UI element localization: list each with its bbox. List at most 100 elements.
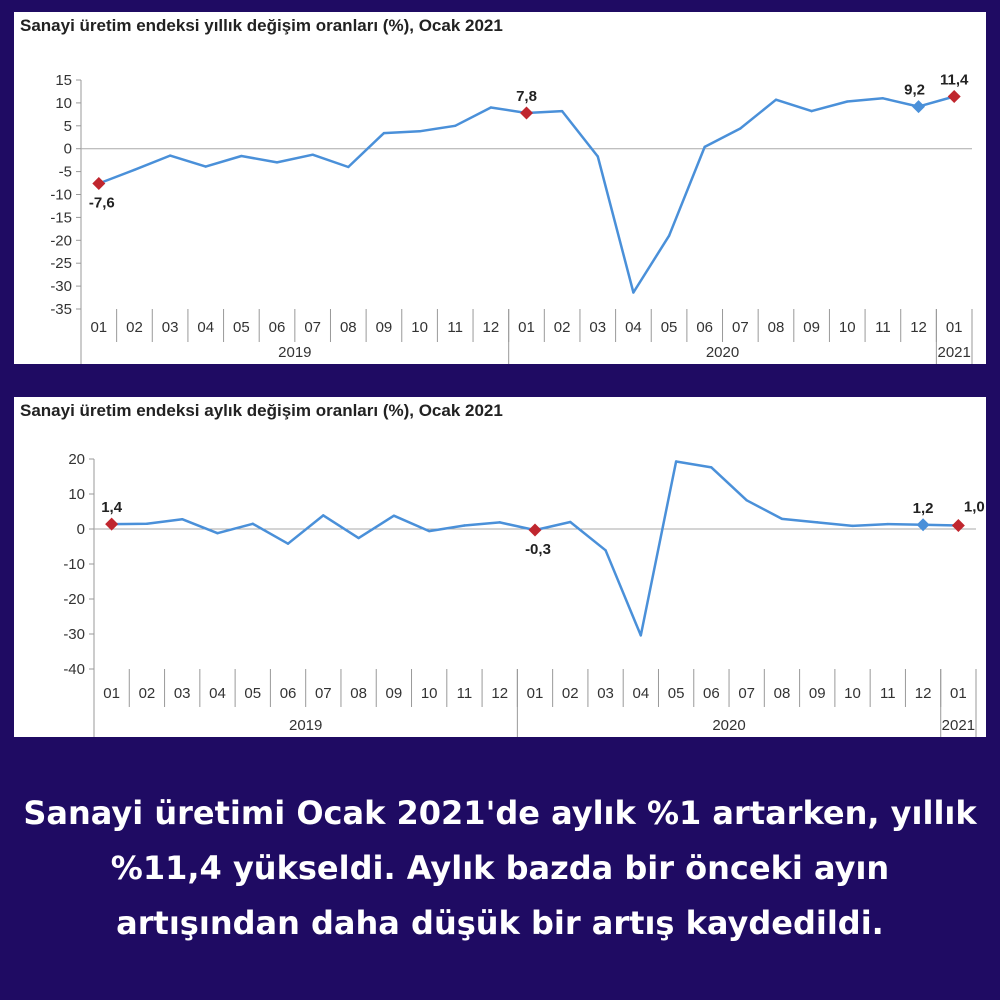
monthly-year-label: 2021 — [942, 717, 975, 734]
monthly-year-label: 2020 — [712, 717, 745, 734]
yearly-year-label: 2021 — [937, 344, 970, 361]
monthly-x-tick-label: 10 — [844, 685, 861, 702]
monthly-x-tick-label: 10 — [421, 685, 438, 702]
yearly-data-point — [454, 124, 457, 128]
yearly-data-point — [204, 165, 207, 168]
monthly-data-point — [851, 524, 854, 528]
monthly-data-point — [392, 514, 396, 517]
yearly-data-point — [739, 127, 742, 130]
monthly-data-point — [886, 522, 889, 526]
monthly-x-tick-label: 02 — [139, 685, 156, 702]
yearly-y-tick-label: 5 — [64, 118, 72, 135]
yearly-y-tick-label: -20 — [50, 232, 72, 249]
yearly-x-tick-label: 02 — [126, 319, 143, 336]
yearly-y-tick-label: -30 — [50, 278, 72, 295]
monthly-data-point — [286, 542, 290, 545]
monthly-x-tick-label: 09 — [809, 685, 826, 702]
monthly-data-label: 1,0 — [964, 499, 985, 516]
yearly-x-tick-label: 06 — [696, 319, 713, 336]
monthly-x-tick-label: 01 — [527, 685, 544, 702]
yearly-data-point — [489, 106, 493, 109]
yearly-y-tick-label: -5 — [59, 164, 72, 181]
yearly-x-tick-label: 02 — [554, 319, 571, 336]
yearly-data-point — [560, 109, 564, 113]
monthly-x-tick-label: 05 — [244, 685, 261, 702]
monthly-y-tick-label: 20 — [68, 451, 85, 468]
monthly-data-point — [181, 518, 184, 521]
monthly-y-tick-label: -40 — [63, 661, 85, 678]
monthly-data-label: 1,2 — [913, 500, 934, 517]
monthly-x-tick-label: 06 — [703, 685, 720, 702]
monthly-data-point — [145, 522, 149, 525]
yearly-x-tick-label: 09 — [376, 319, 393, 336]
yearly-y-tick-label: 0 — [64, 141, 72, 158]
yearly-x-tick-label: 01 — [90, 319, 107, 336]
yearly-x-tick-label: 06 — [269, 319, 286, 336]
monthly-highlight-marker — [528, 523, 542, 537]
yearly-data-point — [418, 130, 421, 133]
yearly-y-tick-label: 15 — [55, 72, 72, 89]
monthly-data-point — [816, 521, 819, 524]
monthly-x-tick-label: 11 — [457, 685, 473, 702]
yearly-highlight-marker — [92, 177, 106, 191]
yearly-x-tick-label: 08 — [768, 319, 785, 336]
monthly-x-tick-label: 01 — [950, 685, 967, 702]
yearly-x-tick-label: 04 — [625, 319, 642, 336]
yearly-data-label: 11,4 — [940, 71, 969, 88]
monthly-data-label: 1,4 — [101, 499, 123, 516]
monthly-data-point — [604, 549, 607, 552]
yearly-x-tick-label: 07 — [304, 319, 321, 336]
yearly-x-tick-label: 11 — [875, 319, 891, 336]
yearly-x-tick-label: 01 — [946, 319, 963, 336]
yearly-data-label: 9,2 — [904, 82, 925, 99]
monthly-x-tick-label: 08 — [350, 685, 367, 702]
yearly-x-tick-label: 05 — [233, 319, 250, 336]
yearly-x-tick-label: 03 — [589, 319, 606, 336]
caption-text: Sanayi üretimi Ocak 2021'de aylık %1 art… — [23, 794, 977, 942]
monthly-data-point — [639, 634, 643, 637]
monthly-highlight-marker — [916, 518, 930, 532]
yearly-y-tick-label: -25 — [50, 255, 72, 272]
monthly-x-tick-label: 05 — [668, 685, 685, 702]
monthly-x-tick-label: 03 — [597, 685, 614, 702]
yearly-highlight-marker — [947, 89, 961, 103]
monthly-x-tick-label: 08 — [774, 685, 791, 702]
monthly-x-tick-label: 07 — [738, 685, 755, 702]
yearly-year-label: 2019 — [278, 344, 311, 361]
monthly-data-point — [780, 517, 784, 521]
monthly-data-point — [322, 514, 325, 517]
monthly-data-point — [216, 532, 219, 535]
monthly-y-tick-label: -30 — [63, 626, 85, 643]
yearly-data-point — [667, 234, 671, 237]
monthly-x-tick-label: 03 — [174, 685, 191, 702]
yearly-y-tick-label: -35 — [50, 301, 72, 318]
monthly-data-point — [498, 521, 501, 524]
yearly-year-label: 2020 — [706, 344, 739, 361]
yearly-y-tick-label: -10 — [50, 187, 72, 204]
yearly-data-point — [275, 161, 279, 164]
monthly-x-tick-label: 01 — [103, 685, 120, 702]
yearly-highlight-marker — [912, 100, 926, 114]
yearly-chart-title: Sanayi üretim endeksi yıllık değişim ora… — [20, 16, 503, 35]
monthly-data-point — [710, 466, 713, 469]
monthly-x-tick-label: 09 — [386, 685, 403, 702]
monthly-highlight-marker — [951, 519, 965, 532]
yearly-x-tick-label: 03 — [162, 319, 179, 336]
yearly-x-tick-label: 10 — [839, 319, 856, 336]
yearly-data-point — [168, 154, 172, 157]
yearly-x-tick-label: 07 — [732, 319, 749, 336]
yearly-data-label: 7,8 — [516, 88, 537, 105]
monthly-chart-title: Sanayi üretim endeksi aylık değişim oran… — [20, 401, 503, 420]
monthly-x-tick-label: 12 — [491, 685, 508, 702]
yearly-x-tick-label: 12 — [910, 319, 927, 336]
monthly-x-tick-label: 04 — [209, 685, 226, 702]
yearly-x-tick-label: 10 — [411, 319, 428, 336]
yearly-x-tick-label: 08 — [340, 319, 357, 336]
monthly-data-point — [569, 520, 572, 524]
yearly-data-label: -7,6 — [89, 195, 115, 212]
yearly-data-point — [311, 153, 314, 156]
yearly-highlight-marker — [520, 106, 533, 120]
monthly-y-tick-label: 10 — [68, 486, 85, 503]
yearly-data-point — [133, 168, 136, 171]
monthly-data-point — [463, 524, 466, 527]
